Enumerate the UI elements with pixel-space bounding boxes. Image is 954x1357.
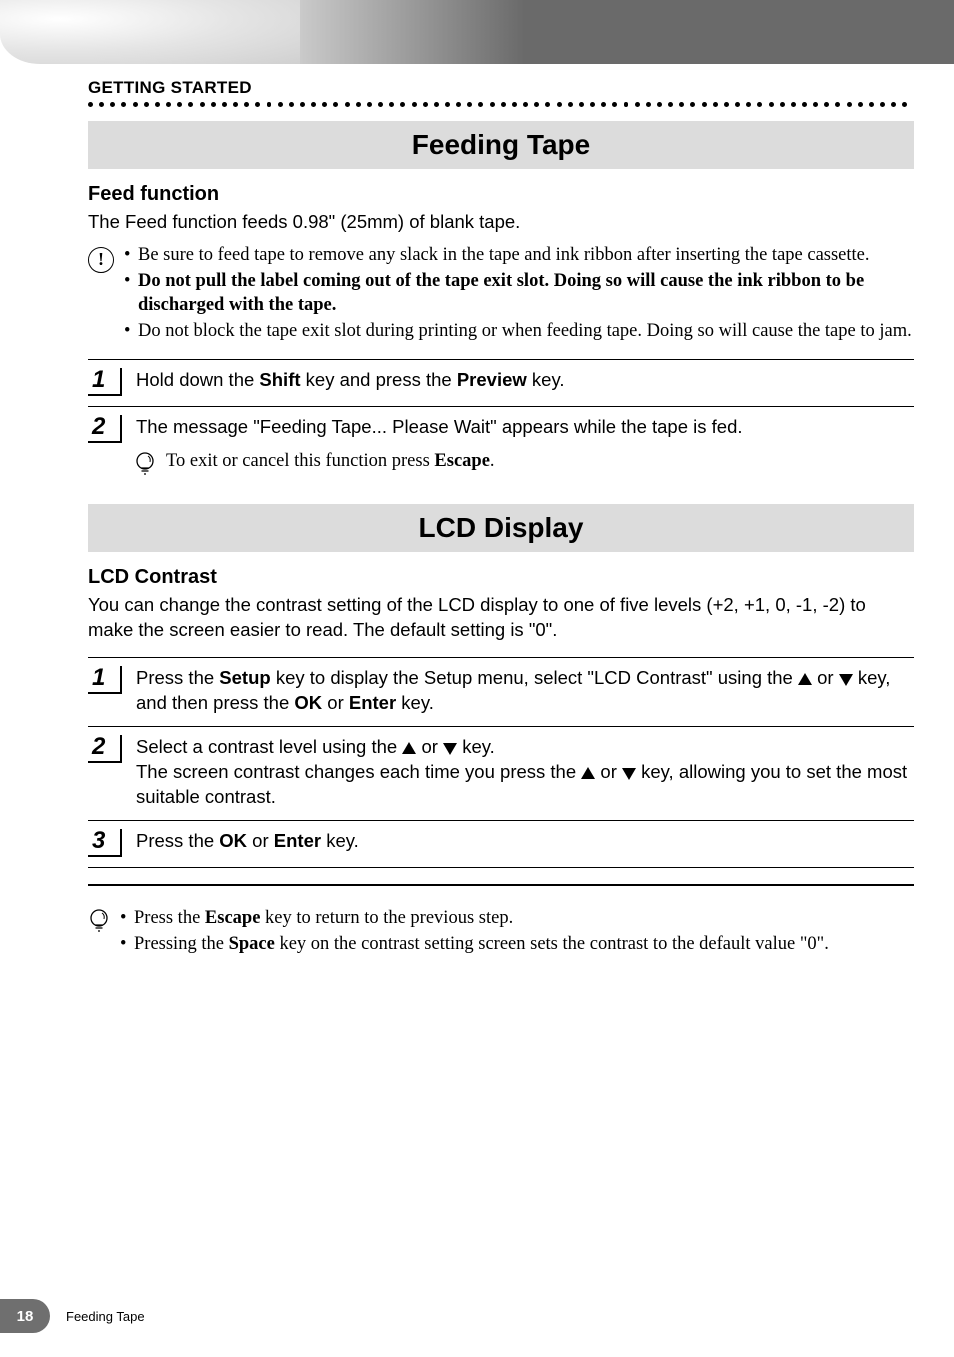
step-number: 1 (88, 666, 122, 694)
step-number: 1 (88, 368, 122, 396)
page-number-badge: 18 (0, 1299, 50, 1333)
warning-item: Be sure to feed tape to remove any slack… (124, 243, 914, 267)
lightbulb-icon (134, 451, 156, 484)
step-number: 2 (88, 735, 122, 763)
header-gradient-band (0, 0, 954, 64)
heading-feed-function: Feed function (88, 183, 914, 206)
lcd-intro: You can change the contrast setting of t… (88, 593, 914, 643)
feed-intro: The Feed function feeds 0.98" (25mm) of … (88, 210, 914, 235)
section-label: GETTING STARTED (88, 78, 914, 98)
step-row: 2 The message "Feeding Tape... Please Wai… (88, 406, 914, 494)
title-feeding-tape: Feeding Tape (88, 121, 914, 169)
tip-item: Pressing the Space key on the contrast s… (120, 932, 914, 956)
warning-item: Do not pull the label coming out of the … (124, 269, 914, 317)
step-tip: To exit or cancel this function press Es… (166, 449, 495, 473)
step-number: 2 (88, 415, 122, 443)
step-text: Press the OK or Enter key. (136, 829, 914, 854)
tips-block: Press the Escape key to return to the pr… (88, 906, 914, 958)
step-row: 2 Select a contrast level using the or ke… (88, 726, 914, 820)
dotted-divider (88, 102, 914, 107)
tip-item: Press the Escape key to return to the pr… (120, 906, 914, 930)
heading-lcd-contrast: LCD Contrast (88, 566, 914, 589)
step-row: 1 Hold down the Shift key and press the P… (88, 359, 914, 406)
page-footer: 18 Feeding Tape (0, 1299, 145, 1333)
caution-icon: ! (88, 247, 114, 273)
title-lcd-display: LCD Display (88, 504, 914, 552)
footer-label: Feeding Tape (66, 1309, 145, 1324)
step-row: 3 Press the OK or Enter key. (88, 820, 914, 868)
warning-item: Do not block the tape exit slot during p… (124, 319, 914, 343)
step-text: Hold down the Shift key and press the Pr… (136, 368, 914, 393)
step-text: Press the Setup key to display the Setup… (136, 666, 914, 716)
thick-divider (88, 884, 914, 886)
step-text: Select a contrast level using the or key… (136, 735, 914, 810)
step-row: 1 Press the Setup key to display the Setu… (88, 657, 914, 726)
step-text: The message "Feeding Tape... Please Wait… (136, 415, 914, 440)
lightbulb-icon (88, 908, 110, 941)
step-number: 3 (88, 829, 122, 857)
warning-block: ! Be sure to feed tape to remove any sla… (88, 243, 914, 345)
